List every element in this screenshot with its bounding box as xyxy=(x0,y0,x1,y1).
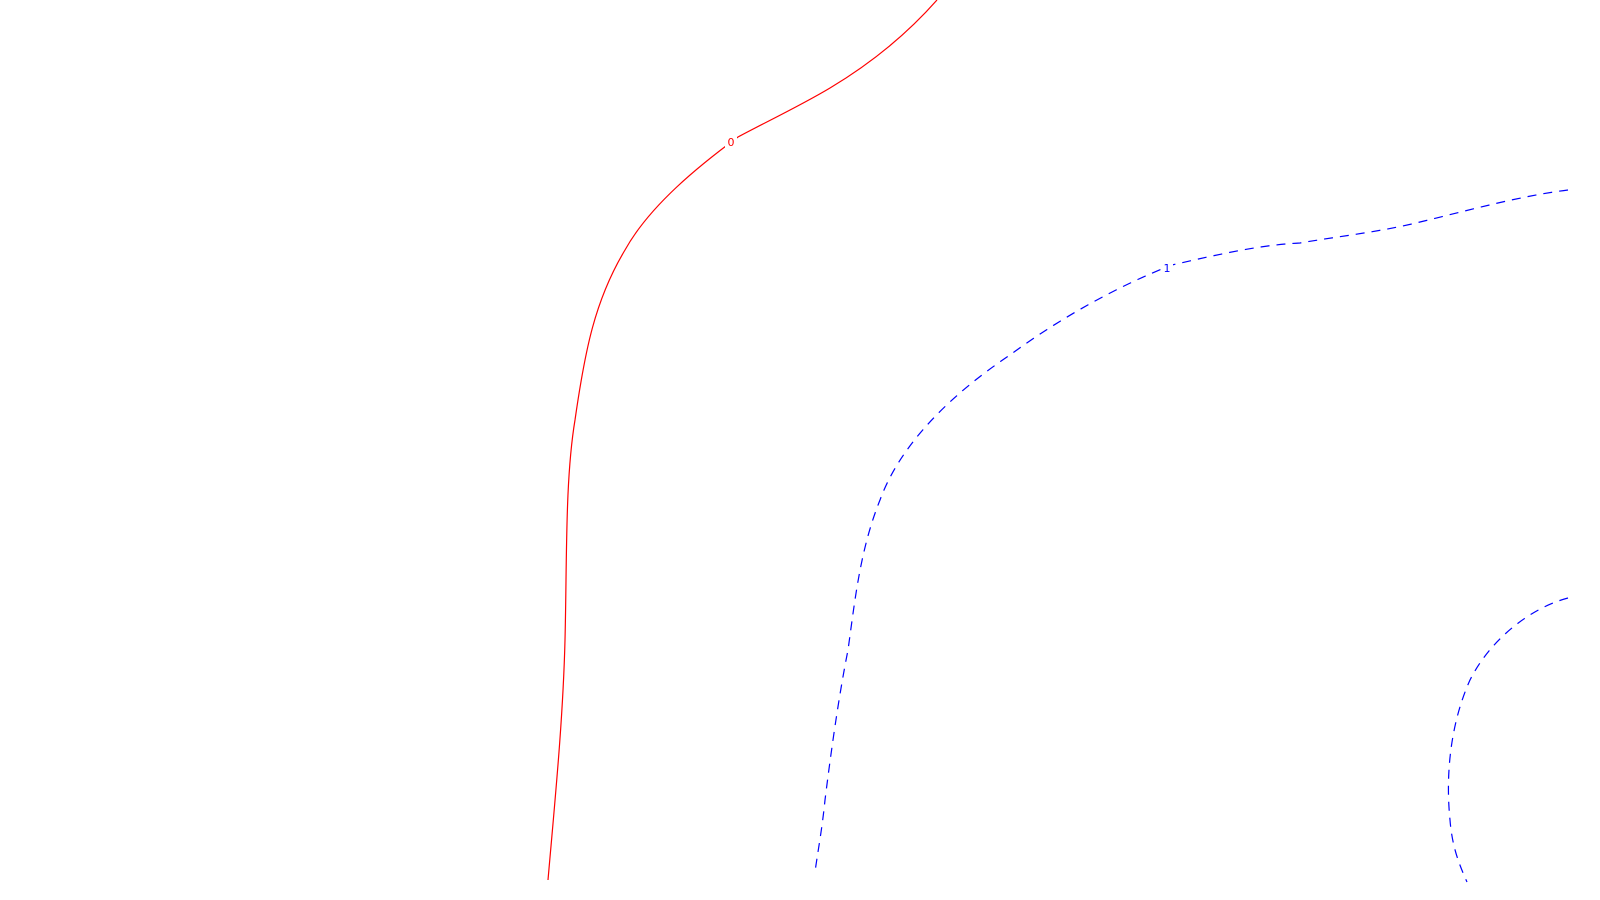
contour-line-0 xyxy=(547,0,938,881)
contour-label-1-bg xyxy=(1161,260,1173,274)
contour-line-1 xyxy=(814,189,1569,873)
contour-label-0: 0 xyxy=(728,136,735,149)
contour-line-unlabeled xyxy=(1447,597,1569,883)
contour-label-0-bg xyxy=(725,134,737,148)
contour-label-1: 1 xyxy=(1164,262,1171,275)
